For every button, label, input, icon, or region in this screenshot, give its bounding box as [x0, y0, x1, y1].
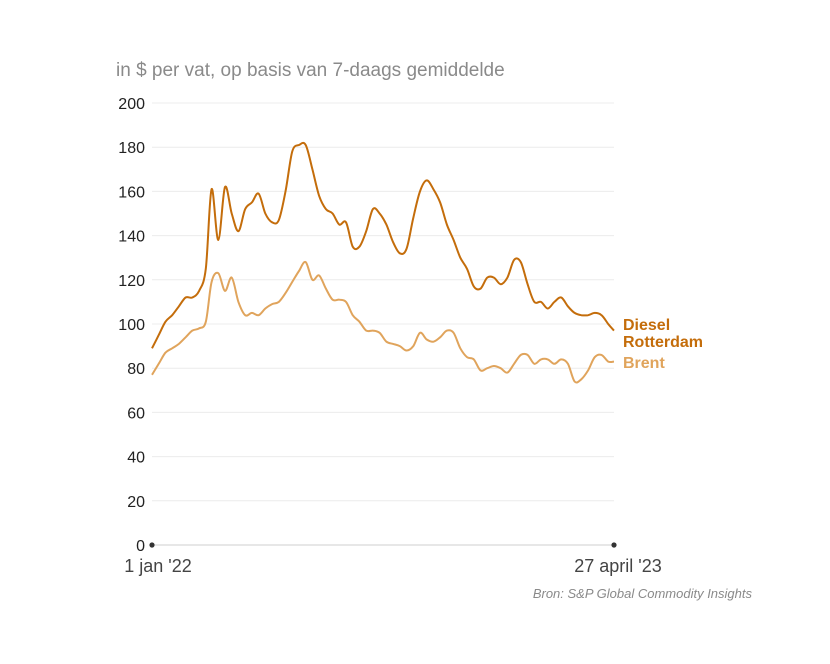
y-tick-label: 100 — [118, 317, 145, 334]
y-axis-ticks: 0 20 40 60 80 100 120 140 160 180 200 — [118, 96, 145, 555]
x-axis-start-dot — [149, 542, 155, 548]
series-label: Rotterdam — [623, 334, 703, 351]
x-tick-label: 1 jan '22 — [124, 556, 192, 576]
series-label: Diesel — [623, 317, 670, 334]
y-tick-label: 120 — [118, 273, 145, 290]
gridlines — [152, 102, 614, 546]
series-label: Brent — [623, 355, 665, 372]
y-tick-label: 80 — [127, 361, 145, 378]
series-lines — [151, 141, 615, 384]
x-tick-label: 27 april '23 — [574, 556, 662, 576]
series-line-brent — [151, 260, 615, 384]
y-tick-label: 140 — [118, 229, 145, 246]
chart-subtitle: in $ per vat, op basis van 7-daags gemid… — [116, 60, 505, 81]
x-axis-end-dot — [611, 542, 617, 548]
y-tick-label: 180 — [118, 140, 145, 157]
y-tick-label: 200 — [118, 96, 145, 113]
series-line-diesel-rotterdam — [151, 141, 615, 349]
x-axis: 1 jan '22 27 april '23 — [124, 542, 662, 576]
source-note: Bron: S&P Global Commodity Insights — [532, 586, 752, 601]
y-tick-label: 20 — [127, 494, 145, 511]
y-tick-label: 60 — [127, 405, 145, 422]
y-tick-label: 0 — [136, 538, 145, 555]
y-tick-label: 160 — [118, 184, 145, 201]
y-tick-label: 40 — [127, 450, 145, 467]
